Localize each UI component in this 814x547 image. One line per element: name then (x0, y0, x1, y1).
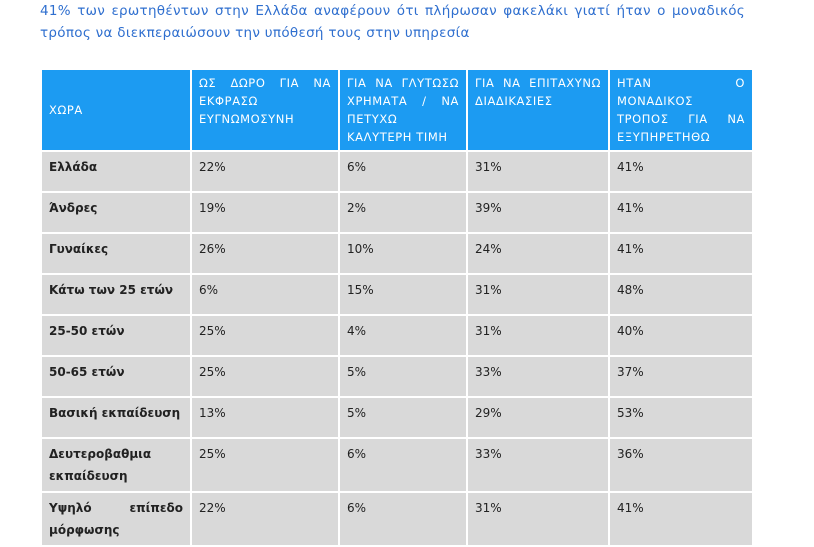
table-row: Γυναίκες 26% 10% 24% 41% (40, 232, 754, 275)
cell: 6% (338, 150, 468, 193)
cell: 6% (190, 273, 340, 316)
cell: 26% (190, 232, 340, 275)
cell: 29% (466, 396, 610, 439)
row-label: Κάτω των 25 ετών (40, 273, 192, 316)
cell: 25% (190, 437, 340, 493)
row-label: Άνδρες (40, 191, 192, 234)
cell: 5% (338, 355, 468, 398)
cell: 15% (338, 273, 468, 316)
row-label: Ελλάδα (40, 150, 192, 193)
table-row: 50-65 ετών 25% 5% 33% 37% (40, 355, 754, 398)
row-label: 25-50 ετών (40, 314, 192, 357)
page: 41% των ερωτηθέντων στην Ελλάδα αναφέρου… (40, 3, 754, 547)
column-header: ΓΙΑ ΝΑ ΕΠΙΤΑΧΥΝΩ ΔΙΑΔΙΚΑΣΙΕΣ (466, 68, 610, 152)
cell: 48% (608, 273, 754, 316)
cell: 22% (190, 150, 340, 193)
header-row: ΧΩΡΑ ΩΣ ΔΩΡΟ ΓΙΑ ΝΑ ΕΚΦΡΑΣΩ ΕΥΓΝΩΜΟΣΥΝΗ ΓΙ… (40, 68, 754, 152)
table-row: Ελλάδα 22% 6% 31% 41% (40, 150, 754, 193)
cell: 33% (466, 437, 610, 493)
column-header: ΗΤΑΝ Ο ΜΟΝΑΔΙΚΟΣ ΤΡΟΠΟΣ ΓΙΑ ΝΑ ΕΞΥΠΗΡΕΤΗ… (608, 68, 754, 152)
table-row: Κάτω των 25 ετών 6% 15% 31% 48% (40, 273, 754, 316)
row-label: Υψηλό επίπεδο μόρφωσης (40, 491, 192, 547)
cell: 10% (338, 232, 468, 275)
cell: 5% (338, 396, 468, 439)
cell: 31% (466, 491, 610, 547)
cell: 41% (608, 191, 754, 234)
cell: 31% (466, 150, 610, 193)
table-body: Ελλάδα 22% 6% 31% 41% Άνδρες 19% 2% 39% 41% Γυναίκ… (40, 150, 754, 547)
table-row: Υψηλό επίπεδο μόρφωσης 22% 6% 31% 41% (40, 491, 754, 547)
cell: 4% (338, 314, 468, 357)
cell: 36% (608, 437, 754, 493)
cell: 31% (466, 273, 610, 316)
cell: 6% (338, 491, 468, 547)
row-label: Βασική εκπαίδευση (40, 396, 192, 439)
column-header: ΧΩΡΑ (40, 68, 192, 152)
cell: 41% (608, 150, 754, 193)
row-label: Γυναίκες (40, 232, 192, 275)
table-row: 25-50 ετών 25% 4% 31% 40% (40, 314, 754, 357)
column-header: ΩΣ ΔΩΡΟ ΓΙΑ ΝΑ ΕΚΦΡΑΣΩ ΕΥΓΝΩΜΟΣΥΝΗ (190, 68, 340, 152)
cell: 6% (338, 437, 468, 493)
cell: 25% (190, 355, 340, 398)
table-row: Δευτεροβαθμια εκπαίδευση 25% 6% 33% 36% (40, 437, 754, 493)
title: 41% των ερωτηθέντων στην Ελλάδα αναφέρου… (40, 3, 745, 41)
column-header: ΓΙΑ ΝΑ ΓΛΥΤΩΣΩ ΧΡΗΜΑΤΑ / ΝΑ ΠΕΤΥΧΩ ΚΑΛΥΤ… (338, 68, 468, 152)
cell: 22% (190, 491, 340, 547)
cell: 25% (190, 314, 340, 357)
cell: 40% (608, 314, 754, 357)
data-table: ΧΩΡΑ ΩΣ ΔΩΡΟ ΓΙΑ ΝΑ ΕΚΦΡΑΣΩ ΕΥΓΝΩΜΟΣΥΝΗ ΓΙ… (40, 68, 754, 547)
cell: 39% (466, 191, 610, 234)
row-label: 50-65 ετών (40, 355, 192, 398)
cell: 19% (190, 191, 340, 234)
cell: 37% (608, 355, 754, 398)
cell: 41% (608, 232, 754, 275)
cell: 2% (338, 191, 468, 234)
cell: 53% (608, 396, 754, 439)
cell: 24% (466, 232, 610, 275)
cell: 41% (608, 491, 754, 547)
cell: 33% (466, 355, 610, 398)
table-row: Άνδρες 19% 2% 39% 41% (40, 191, 754, 234)
row-label: Δευτεροβαθμια εκπαίδευση (40, 437, 192, 493)
table-row: Βασική εκπαίδευση 13% 5% 29% 53% (40, 396, 754, 439)
cell: 31% (466, 314, 610, 357)
cell: 13% (190, 396, 340, 439)
